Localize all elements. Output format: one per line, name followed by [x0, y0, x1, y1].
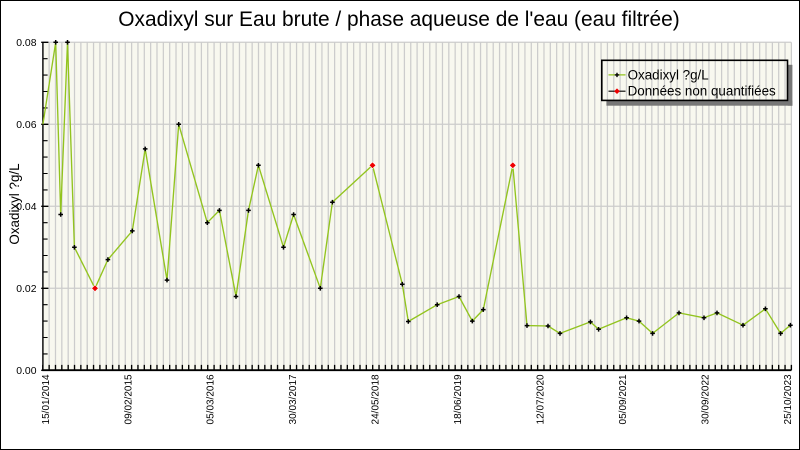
svg-text:05/09/2021: 05/09/2021: [618, 374, 629, 424]
svg-text:09/02/2015: 09/02/2015: [123, 374, 134, 424]
svg-text:12/07/2020: 12/07/2020: [536, 374, 547, 424]
svg-text:30/09/2022: 30/09/2022: [701, 374, 712, 424]
svg-text:24/05/2018: 24/05/2018: [371, 374, 382, 424]
svg-text:05/03/2016: 05/03/2016: [206, 374, 217, 424]
svg-text:15/01/2014: 15/01/2014: [41, 374, 52, 424]
svg-text:0.00: 0.00: [16, 366, 36, 377]
svg-text:0.06: 0.06: [16, 120, 36, 131]
svg-text:0.08: 0.08: [16, 38, 36, 49]
svg-text:0.04: 0.04: [16, 202, 36, 213]
svg-text:18/06/2019: 18/06/2019: [453, 374, 464, 424]
svg-text:Oxadixyl ?g/L: Oxadixyl ?g/L: [7, 163, 22, 244]
svg-text:30/03/2017: 30/03/2017: [288, 374, 299, 424]
svg-text:Oxadixyl ?g/L: Oxadixyl ?g/L: [628, 67, 709, 82]
svg-text:25/10/2023: 25/10/2023: [783, 374, 794, 424]
svg-text:0.02: 0.02: [16, 284, 36, 295]
svg-text:Oxadixyl sur Eau brute / phase: Oxadixyl sur Eau brute / phase aqueuse d…: [118, 8, 679, 31]
svg-text:Données non quantifiées: Données non quantifiées: [628, 84, 776, 99]
